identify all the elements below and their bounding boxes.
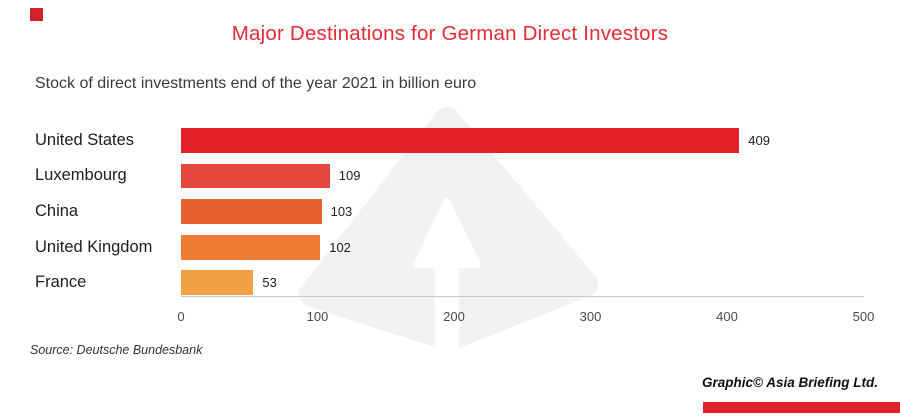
- bar-category-label: China: [35, 202, 79, 221]
- bar-value-label: 103: [330, 204, 353, 220]
- brand-accent-bar: [703, 402, 900, 413]
- chart-title: Major Destinations for German Direct Inv…: [231, 22, 669, 45]
- x-axis-tick-label: 200: [443, 309, 465, 324]
- graphic-credit: Graphic© Asia Briefing Ltd.: [702, 375, 878, 390]
- bar-category-label: United States: [35, 130, 135, 149]
- bar: [181, 128, 740, 153]
- x-axis-tick-label: 300: [579, 309, 602, 324]
- source-note: Source: Deutsche Bundesbank: [30, 343, 203, 357]
- x-axis-tick-label: 100: [306, 309, 329, 324]
- x-axis-tick-label: 500: [852, 309, 875, 324]
- x-axis-tick-label: 400: [716, 309, 738, 324]
- bar: [181, 163, 330, 189]
- bar-value-label: 102: [329, 239, 351, 255]
- bar-category-label: France: [35, 273, 87, 292]
- x-axis-tick-label: 0: [177, 309, 185, 324]
- bar: [181, 234, 321, 260]
- bar-value-label: 409: [748, 132, 770, 148]
- x-axis-line: [181, 295, 864, 297]
- brand-accent-square: [30, 8, 43, 21]
- chart-subtitle: Stock of direct investments end of the y…: [35, 75, 477, 92]
- bar-category-label: Luxembourg: [35, 166, 127, 185]
- bar: [181, 270, 254, 296]
- bar-category-label: United Kingdom: [35, 237, 153, 256]
- bar-value-label: 53: [262, 275, 277, 291]
- bar-value-label: 109: [338, 168, 361, 184]
- bar: [181, 199, 322, 224]
- watermark-arrow-shaft-cutout: [435, 258, 459, 358]
